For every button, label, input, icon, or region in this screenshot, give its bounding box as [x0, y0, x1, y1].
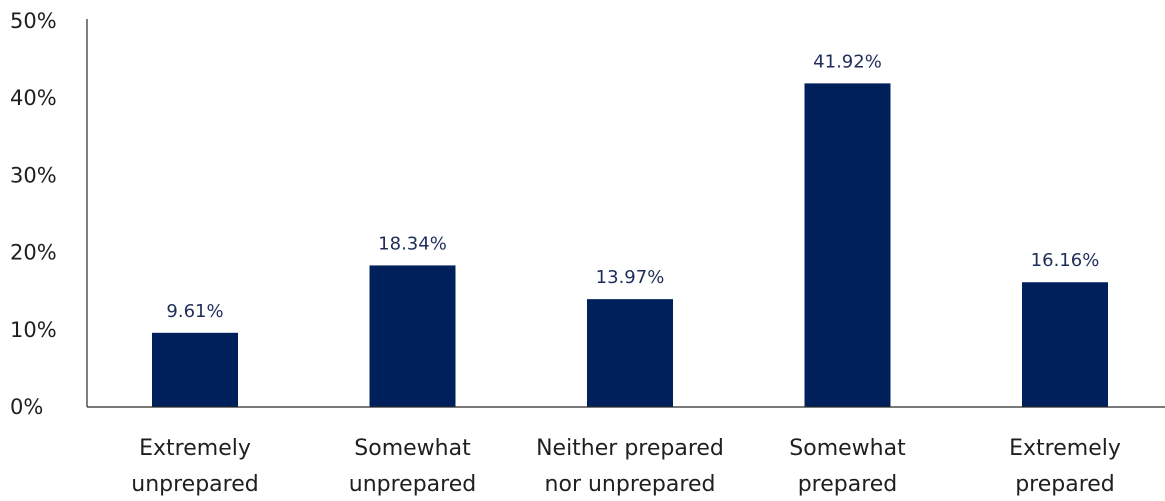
y-tick-label-30: 30% [10, 163, 57, 187]
data-label-extremely-prepared: 16.16% [1031, 250, 1100, 271]
x-tick-label-extremely-unprepared: Extremely unprepared [131, 436, 258, 497]
x-tick-label-somewhat-unprepared: Somewhat unprepared [349, 436, 476, 497]
y-tick-label-20: 20% [10, 241, 57, 265]
x-tick-label-line: unprepared [131, 472, 258, 497]
x-tick-label-line: Somewhat [354, 436, 471, 461]
bars [152, 83, 1108, 408]
data-label-somewhat-prepared: 41.92% [813, 51, 882, 72]
x-tick-label-line: nor unprepared [545, 472, 716, 497]
bar-extremely-unprepared [152, 332, 238, 407]
x-tick-label-neither-prepared-nor-unprepared: Neither prepared nor unprepared [536, 436, 724, 497]
data-label-somewhat-unprepared: 18.34% [378, 233, 447, 254]
bar-extremely-prepared [1022, 282, 1108, 407]
y-tick-label-40: 40% [10, 86, 57, 110]
x-tick-label-line: Extremely [139, 436, 251, 461]
y-tick-label-10: 10% [10, 318, 57, 342]
data-labels: 9.61% 18.34% 13.97% 41.92% 16.16% [166, 51, 1099, 321]
y-tick-label-0: 0% [10, 395, 43, 419]
x-tick-label-line: Somewhat [789, 436, 906, 461]
data-label-neither-prepared-nor-unprepared: 13.97% [596, 267, 665, 288]
bar-somewhat-prepared [804, 83, 891, 408]
x-tick-label-line: prepared [798, 472, 898, 497]
x-tick-label-extremely-prepared: Extremely prepared [1009, 436, 1121, 497]
x-tick-label-line: prepared [1015, 472, 1115, 497]
bar-somewhat-unprepared [369, 265, 456, 407]
x-tick-label-line: Neither prepared [536, 436, 724, 461]
x-tick-label-line: Extremely [1009, 436, 1121, 461]
bar-neither-prepared-nor-unprepared [587, 299, 673, 407]
y-tick-label-50: 50% [10, 9, 57, 33]
x-axis-labels: Extremely unprepared Somewhat unprepared Nei… [131, 436, 1121, 497]
x-tick-label-somewhat-prepared: Somewhat prepared [789, 436, 906, 497]
x-tick-label-line: unprepared [349, 472, 476, 497]
y-axis-ticks: 0% 10% 20% 30% 40% 50% [10, 9, 57, 419]
data-label-extremely-unprepared: 9.61% [166, 301, 223, 322]
